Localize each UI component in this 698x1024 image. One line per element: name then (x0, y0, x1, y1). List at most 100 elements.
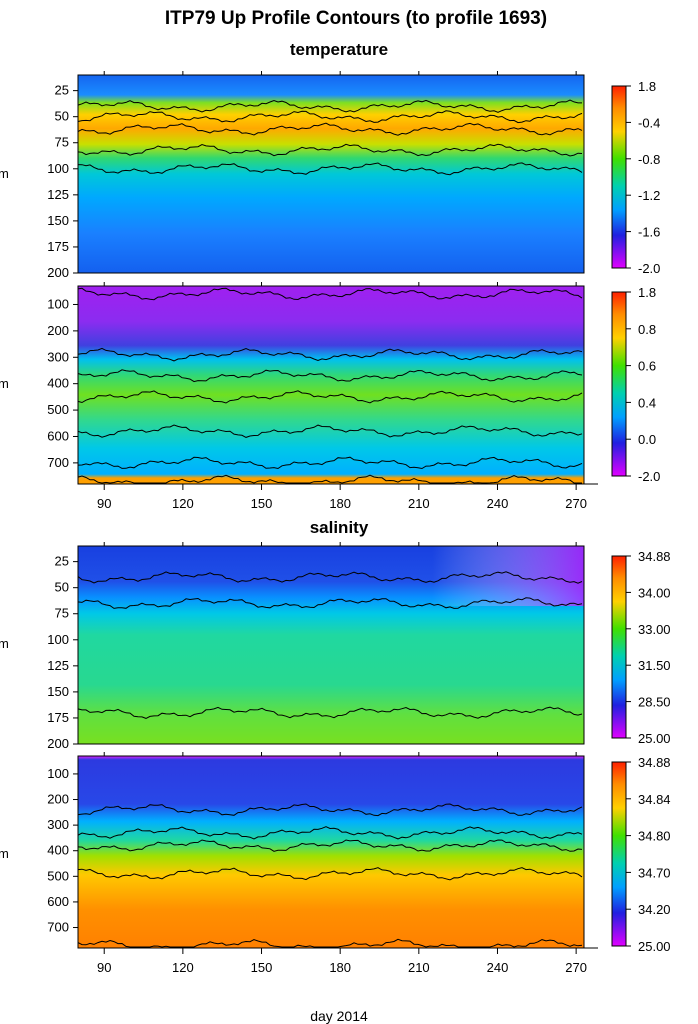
y-tick-label: 700 (47, 920, 69, 935)
y-tick-label: 25 (55, 83, 69, 98)
y-tick-label: 200 (47, 736, 69, 751)
x-tick-label: 180 (329, 496, 351, 511)
y-tick-label: 75 (55, 135, 69, 150)
contour-line (77, 122, 583, 136)
colorbar-label: -1.2 (638, 188, 660, 203)
colorbar-label: -0.4 (638, 115, 660, 130)
colorbar-label: 34.70 (638, 865, 671, 880)
contour-line (77, 867, 583, 881)
x-tick-label: 90 (97, 960, 111, 975)
colorbar-label: 25.00 (638, 731, 671, 746)
y-tick-label: 500 (47, 402, 69, 417)
y-unit-label: m (0, 376, 9, 391)
colorbar-label: 34.88 (638, 549, 671, 564)
contour-line (77, 424, 583, 438)
colorbar-label: 34.00 (638, 585, 671, 600)
x-tick-label: 270 (565, 960, 587, 975)
y-tick-label: 100 (47, 161, 69, 176)
colorbar-label: 34.20 (638, 902, 671, 917)
x-tick-label: 150 (251, 960, 273, 975)
colorbar-label: 0.8 (638, 322, 656, 337)
colorbar-salinity-upper: 34.88 34.00 33.00 31.50 28.50 25.00 (611, 549, 671, 746)
colorbar-ramp (611, 555, 627, 739)
y-tick-label: 175 (47, 710, 69, 725)
y-tick-label: 600 (47, 894, 69, 909)
y-tick-label: 150 (47, 213, 69, 228)
plot-frame (77, 545, 585, 745)
y-unit-label: m (0, 846, 9, 861)
contour-line (77, 99, 582, 113)
x-tick-label: 150 (251, 496, 273, 511)
y-tick-label: 500 (47, 868, 69, 883)
colorbar-label: -2.0 (638, 261, 660, 276)
x-tick-label: 210 (408, 960, 430, 975)
colorbar-label: -0.8 (638, 152, 660, 167)
section-label-temperature: temperature (290, 40, 388, 59)
colorbar-label: 1.8 (638, 285, 656, 300)
colorbar-label: 0.6 (638, 359, 656, 374)
contour-line (77, 706, 583, 719)
contour-line (77, 938, 583, 948)
contour-line (77, 456, 583, 470)
x-tick-label: 210 (408, 496, 430, 511)
x-tick-label: 120 (172, 960, 194, 975)
colorbar-ramp (611, 761, 627, 947)
contour-line (77, 597, 583, 609)
y-tick-label: 300 (47, 349, 69, 364)
y-tick-label: 100 (47, 766, 69, 781)
x-tick-label: 90 (97, 496, 111, 511)
colorbar-label: 31.50 (638, 658, 671, 673)
x-axis-salinity: 90 120 150 180 210 240 270 (78, 947, 598, 975)
y-tick-label: 300 (47, 817, 69, 832)
contour-line (77, 347, 583, 362)
y-tick-label: 700 (47, 455, 69, 470)
colorbar-salinity-lower: 34.88 34.84 34.80 34.70 34.20 25.00 (611, 755, 671, 954)
y-tick-label: 200 (47, 323, 69, 338)
colorbar-label: 1.8 (638, 79, 656, 94)
colorbar-label: 25.00 (638, 939, 671, 954)
plot-frame (77, 74, 585, 274)
y-tick-label: 50 (55, 109, 69, 124)
y-tick-label: 200 (47, 265, 69, 280)
x-axis-label: day 2014 (310, 1008, 368, 1024)
y-tick-label: 50 (55, 580, 69, 595)
y-tick-label: 125 (47, 187, 69, 202)
x-tick-label: 120 (172, 496, 194, 511)
temperature-upper-panel: 25 50 75 100 125 150 175 200 (47, 71, 585, 280)
y-tick-label: 400 (47, 843, 69, 858)
colorbar-label: -2.0 (638, 469, 660, 484)
colorbar-label: 0.0 (638, 432, 656, 447)
colorbar-temperature-lower: 1.8 0.8 0.6 0.4 0.0 -2.0 (611, 285, 660, 484)
y-tick-label: 175 (47, 239, 69, 254)
heatmap-field (78, 75, 584, 273)
contour-line (77, 474, 582, 484)
heatmap-field (78, 286, 584, 484)
y-tick-label: 100 (47, 632, 69, 647)
colorbar-label: 34.84 (638, 792, 671, 807)
contour-line (77, 110, 583, 124)
colorbar-label: -1.6 (638, 225, 660, 240)
contour-line (77, 390, 583, 404)
heatmap-field (78, 756, 584, 948)
contour-line (77, 369, 583, 383)
contour-line (77, 162, 583, 176)
colorbar-ramp (611, 291, 627, 477)
y-unit-label: m (0, 166, 9, 181)
y-tick-label: 100 (47, 296, 69, 311)
colorbar-ramp (611, 85, 627, 269)
y-tick-label: 125 (47, 658, 69, 673)
y-unit-label: m (0, 636, 9, 651)
colorbar-label: 33.00 (638, 622, 671, 637)
contour-line (77, 839, 583, 852)
colorbar-label: 28.50 (638, 695, 671, 710)
y-tick-label: 200 (47, 792, 69, 807)
contour-line (77, 826, 583, 840)
salinity-lower-panel: 100 200 300 400 500 600 700 (47, 752, 585, 949)
x-tick-label: 240 (487, 496, 509, 511)
temperature-lower-panel: 100 200 300 400 500 600 700 (47, 282, 585, 485)
contour-line (77, 571, 583, 584)
y-tick-label: 600 (47, 428, 69, 443)
contour-line (77, 803, 583, 817)
colorbar-label: 34.80 (638, 829, 671, 844)
